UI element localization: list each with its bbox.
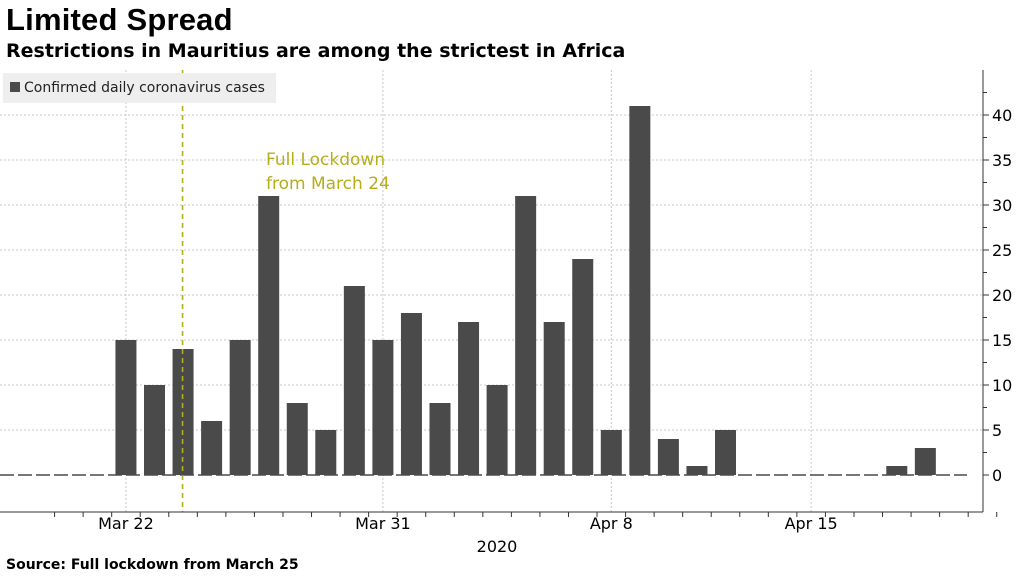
bar xyxy=(715,430,736,475)
bar xyxy=(657,439,679,475)
x-tick-label: Mar 22 xyxy=(98,514,154,533)
bar xyxy=(886,466,908,475)
chart-subtitle: Restrictions in Mauritius are among the … xyxy=(6,40,626,62)
bar xyxy=(115,340,137,475)
bar xyxy=(286,403,308,475)
source-note: Source: Full lockdown from March 25 xyxy=(6,557,299,573)
y-tick-label: 30 xyxy=(992,196,1012,215)
bar xyxy=(600,430,622,475)
y-tick-label: 0 xyxy=(992,466,1002,485)
bar xyxy=(343,286,365,475)
bar xyxy=(229,340,251,475)
bars xyxy=(115,106,936,475)
bar xyxy=(572,259,594,475)
legend-label: Confirmed daily coronavirus cases xyxy=(24,80,265,96)
bar xyxy=(315,430,337,475)
x-tick-label: Apr 8 xyxy=(590,514,633,533)
bar xyxy=(486,385,508,475)
legend: Confirmed daily coronavirus cases xyxy=(3,73,276,103)
annotation: Full Lockdown from March 24 xyxy=(181,70,390,512)
annotation-text-line-1: Full Lockdown xyxy=(266,150,385,170)
y-tick-label: 40 xyxy=(992,106,1012,125)
annotation-text-line-2: from March 24 xyxy=(266,174,390,194)
legend-background xyxy=(3,73,276,103)
y-tick-label: 25 xyxy=(992,241,1012,260)
bar xyxy=(144,385,165,475)
bar xyxy=(629,106,651,475)
y-tick-labels: 0 5 10 15 20 25 30 35 40 xyxy=(992,106,1012,485)
y-tick-label: 15 xyxy=(992,331,1012,350)
axes xyxy=(0,70,998,517)
x-axis-label: 2020 xyxy=(477,537,518,556)
bar xyxy=(914,448,936,475)
y-tick-label: 10 xyxy=(992,376,1012,395)
bar xyxy=(686,466,708,475)
bar xyxy=(458,322,480,475)
bar xyxy=(372,340,394,475)
bar xyxy=(400,313,422,475)
bar xyxy=(429,403,451,475)
x-tick-label: Apr 15 xyxy=(785,514,838,533)
bar xyxy=(258,196,280,475)
y-tick-label: 20 xyxy=(992,286,1012,305)
x-tick-label: Mar 31 xyxy=(355,514,411,533)
chart-title: Limited Spread xyxy=(6,2,233,37)
y-tick-label: 5 xyxy=(992,421,1002,440)
bar xyxy=(515,196,537,475)
bar xyxy=(543,322,565,475)
bar xyxy=(201,421,223,475)
y-tick-label: 35 xyxy=(992,151,1012,170)
x-tick-labels: Mar 22 Mar 31 Apr 8 Apr 15 xyxy=(98,514,838,533)
legend-swatch xyxy=(10,82,20,92)
